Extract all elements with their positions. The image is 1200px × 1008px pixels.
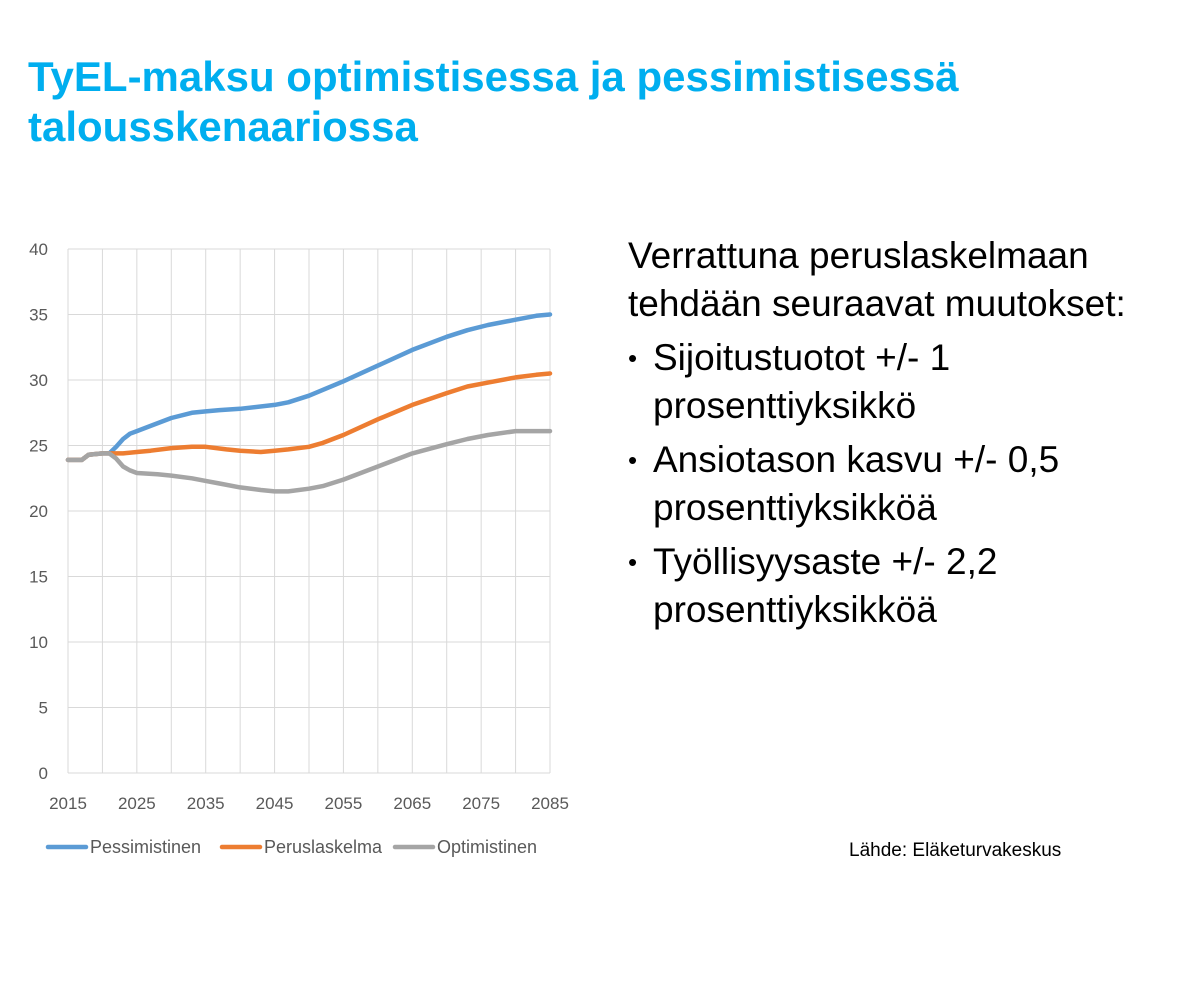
y-tick-label: 15 xyxy=(29,568,48,587)
bullet-icon: • xyxy=(628,445,638,475)
y-tick-label: 20 xyxy=(29,502,48,521)
bullet-text: Ansiotason kasvu +/- 0,5 prosenttiyksikk… xyxy=(653,439,1060,528)
x-tick-label: 2025 xyxy=(118,794,156,813)
x-axis-tick-labels: 2015 2025 2035 2045 2055 2065 2075 2085 xyxy=(49,794,569,813)
legend-label: Optimistinen xyxy=(437,837,537,857)
x-tick-label: 2015 xyxy=(49,794,87,813)
x-tick-label: 2075 xyxy=(462,794,500,813)
y-axis-tick-labels: 0 5 10 15 20 25 30 35 40 xyxy=(29,240,48,783)
y-tick-label: 10 xyxy=(29,633,48,652)
bullet-list: • Sijoitustuotot +/- 1 prosenttiyksikkö •… xyxy=(628,334,1188,634)
y-tick-label: 25 xyxy=(29,437,48,456)
y-tick-label: 40 xyxy=(29,240,48,259)
x-tick-label: 2055 xyxy=(325,794,363,813)
bullet-item: • Ansiotason kasvu +/- 0,5 prosenttiyksik… xyxy=(628,436,1188,532)
text-panel: Verrattuna peruslaskelmaan tehdään seura… xyxy=(628,232,1188,640)
source-note: Lähde: Eläketurvakeskus xyxy=(849,840,1062,861)
y-tick-label: 35 xyxy=(29,306,48,325)
legend-label: Peruslaskelma xyxy=(264,837,383,857)
slide-title: TyEL-maksu optimistisessa ja pessimistis… xyxy=(28,53,959,150)
bullet-text: Työllisyysaste +/- 2,2 prosenttiyksikköä xyxy=(653,541,998,630)
bullet-icon: • xyxy=(628,343,638,373)
y-tick-label: 30 xyxy=(29,371,48,390)
x-tick-label: 2065 xyxy=(393,794,431,813)
chart-legend: Pessimistinen Peruslaskelma Optimistinen xyxy=(45,837,537,857)
y-tick-label: 0 xyxy=(39,764,48,783)
y-tick-label: 5 xyxy=(39,699,48,718)
legend-label: Pessimistinen xyxy=(90,837,201,857)
bullet-item: • Työllisyysaste +/- 2,2 prosenttiyksikkö… xyxy=(628,538,1188,634)
bullet-icon: • xyxy=(628,547,638,577)
series-line-optimistinen xyxy=(65,428,553,494)
x-tick-label: 2045 xyxy=(256,794,294,813)
bullet-item: • Sijoitustuotot +/- 1 prosenttiyksikkö xyxy=(628,334,1188,430)
series-line-peruslaskelma xyxy=(65,371,553,463)
x-tick-label: 2085 xyxy=(531,794,569,813)
intro-text: Verrattuna peruslaskelmaan tehdään seura… xyxy=(628,235,1126,324)
chart-series xyxy=(65,312,553,494)
chart-grid xyxy=(67,248,551,774)
x-tick-label: 2035 xyxy=(187,794,225,813)
bullet-text: Sijoitustuotot +/- 1 prosenttiyksikkö xyxy=(653,337,951,426)
